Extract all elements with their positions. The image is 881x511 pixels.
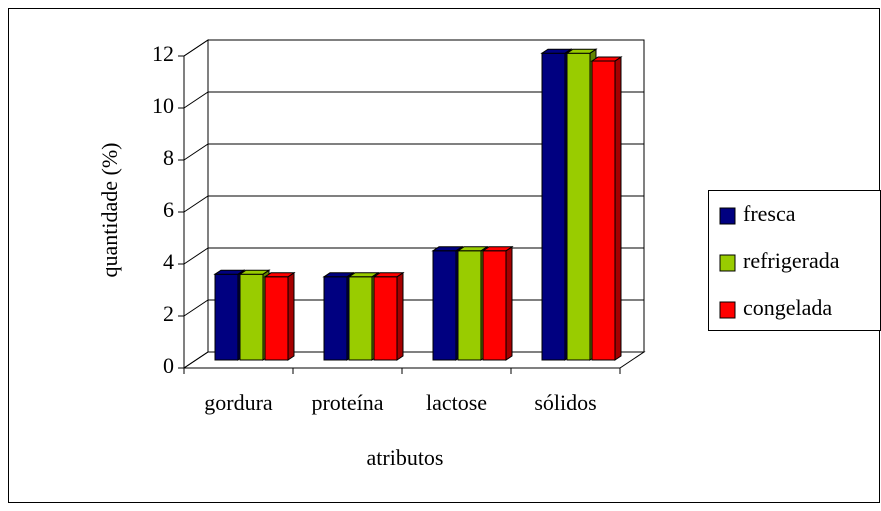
legend-label: refrigerada (743, 248, 840, 273)
bar-top (431, 246, 464, 252)
bar (264, 276, 289, 361)
x-axis-title: atributos (367, 445, 444, 470)
bar (591, 60, 616, 361)
legend (708, 190, 881, 331)
legend-swatch (719, 207, 736, 225)
bar (348, 276, 373, 361)
y-tick-label: 4 (163, 249, 174, 274)
bar-side-shade (506, 246, 512, 360)
bar (214, 273, 239, 361)
grid-line (183, 195, 644, 213)
legend-swatch (719, 254, 736, 272)
x-tick-label: gordura (204, 390, 273, 415)
bar (373, 276, 398, 361)
x-tick-label: lactose (426, 390, 487, 415)
bar-top (238, 269, 271, 275)
bar-side-shade (397, 272, 403, 360)
bar (541, 52, 566, 361)
legend-swatch (719, 301, 736, 319)
y-tick-label: 6 (163, 197, 174, 222)
grid-line (183, 39, 644, 57)
bar-side-shade (615, 57, 621, 360)
bar-top (347, 272, 380, 278)
bar-top (565, 48, 598, 54)
grid-line (183, 143, 644, 161)
bar-side-shade (288, 272, 294, 360)
bar (457, 250, 482, 361)
x-tick-label: sólidos (534, 390, 596, 415)
bar-top (540, 48, 573, 54)
bar (432, 250, 457, 361)
x-tick-label: proteína (311, 390, 383, 415)
y-tick-label: 12 (152, 41, 174, 66)
legend-label: congelada (743, 295, 832, 320)
bar (323, 276, 348, 361)
bar-top (481, 246, 514, 252)
bar-top (322, 272, 355, 278)
bar-top (590, 56, 623, 62)
legend-label: fresca (743, 201, 796, 226)
y-tick-label: 8 (163, 145, 174, 170)
y-axis-title: quantidade (%) (97, 143, 122, 278)
bar-top (456, 246, 489, 252)
grid-line (183, 91, 644, 109)
y-tick-label: 0 (163, 353, 174, 378)
bar (566, 52, 591, 361)
bar (482, 250, 507, 361)
bar-top (213, 269, 246, 275)
bar (239, 273, 264, 361)
bar-top (263, 272, 296, 278)
bar-top (372, 272, 405, 278)
y-tick-label: 2 (163, 301, 174, 326)
y-tick-label: 10 (152, 93, 174, 118)
